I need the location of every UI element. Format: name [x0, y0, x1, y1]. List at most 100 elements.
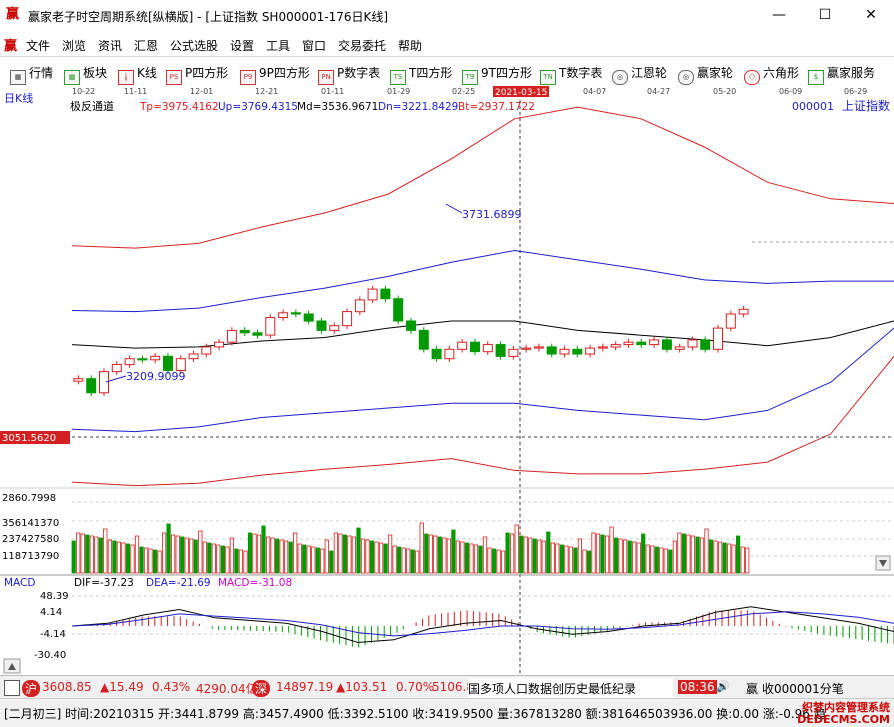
- candle: [278, 312, 289, 319]
- toolbar-9t-square[interactable]: T9 9T四方形: [462, 64, 532, 85]
- volume-bar: [677, 532, 682, 574]
- menu-tools[interactable]: 工具: [266, 39, 291, 53]
- menu-info[interactable]: 资讯: [98, 39, 123, 53]
- maximize-button[interactable]: ☐: [818, 7, 832, 23]
- volume-bar: [736, 535, 741, 574]
- menu-settings[interactable]: 设置: [230, 39, 255, 53]
- volume-bar: [193, 539, 198, 574]
- volume-bar: [713, 540, 718, 574]
- candle: [508, 348, 519, 357]
- volume-bar: [396, 546, 402, 574]
- channel-line-bt: [71, 355, 894, 487]
- toolbar-quotes[interactable]: ▦ 行情: [10, 64, 53, 85]
- toolbar-kline[interactable]: ╽ K线: [118, 64, 157, 85]
- volume-bar: [555, 543, 560, 574]
- high-annotation: 3731.6899: [462, 208, 522, 221]
- volume-bar: [591, 532, 596, 574]
- app-icon: 赢: [6, 7, 20, 22]
- candle: [393, 298, 404, 322]
- toolbar-p-square[interactable]: PS P四方形: [166, 64, 228, 85]
- volume-bar: [207, 542, 212, 574]
- date-tick: 06-29: [844, 87, 867, 96]
- volume-bar: [659, 547, 664, 574]
- speaker-icon[interactable]: 🔊: [716, 680, 730, 693]
- volume-bar: [550, 542, 555, 574]
- volume-bar: [297, 543, 302, 574]
- candle: [124, 358, 135, 366]
- macd-dif-line: [71, 606, 894, 644]
- volume-bar: [618, 538, 623, 574]
- menu-huien[interactable]: 汇恩: [134, 39, 159, 53]
- menu-bar: 赢 文件 浏览 资讯 汇恩 公式选股 设置 工具 窗口 交易委托 帮助 _ ❐ …: [0, 31, 894, 83]
- symbol-code: 000001: [792, 100, 834, 113]
- channel-line-md: [71, 320, 894, 349]
- candle: [610, 344, 621, 348]
- volume-bar: [415, 550, 420, 574]
- volume-bar: [347, 535, 352, 574]
- volume-axis-3: 118713790: [2, 551, 59, 562]
- candle: [367, 288, 378, 301]
- news-ticker[interactable]: 国多项人口数据创历史最低纪录: [468, 678, 673, 699]
- toolbar-winner-wheel[interactable]: ◎ 赢家轮: [678, 64, 733, 85]
- candle: [239, 329, 250, 334]
- toolbar-service[interactable]: $ 赢家服务: [808, 64, 875, 85]
- volume-bar: [220, 545, 225, 574]
- volume-bar: [722, 542, 727, 574]
- kline-chart[interactable]: 10-22 11-11 12-01 12-21 01-11 01-29 02-2…: [0, 86, 894, 675]
- candle: [226, 329, 237, 343]
- candle: [725, 313, 736, 329]
- tn-icon: TN: [540, 70, 556, 85]
- menu-help[interactable]: 帮助: [398, 39, 423, 53]
- toolbar-t-table[interactable]: TN T数字表: [540, 64, 602, 85]
- volume-bar: [112, 540, 117, 574]
- sz-change: ▲103.51: [336, 680, 388, 694]
- toolbar-t-square[interactable]: TS T四方形: [390, 64, 452, 85]
- volume-bar: [586, 550, 592, 574]
- menu-trade[interactable]: 交易委托: [338, 39, 387, 53]
- menu-formula[interactable]: 公式选股: [170, 39, 219, 53]
- sh-change: ▲15.49: [100, 680, 144, 694]
- macd-dea: DEA=-21.69: [146, 577, 211, 589]
- volume-bar: [202, 541, 207, 574]
- toolbar-gann-wheel[interactable]: ◎ 江恩轮: [612, 64, 667, 85]
- candle: [738, 308, 749, 315]
- volume-bar: [686, 534, 691, 574]
- toolbar-hexagon[interactable]: ⬡ 六角形: [744, 64, 799, 85]
- toolbar-blocks[interactable]: ▩ 板块: [64, 64, 107, 85]
- volume-bar: [225, 546, 230, 574]
- menu-window[interactable]: 窗口: [302, 39, 327, 53]
- grid-icon[interactable]: [4, 680, 20, 696]
- scroll-down-icon: [879, 560, 887, 567]
- receive-ticks[interactable]: 收000001分笔: [762, 682, 844, 696]
- volume-bar: [116, 541, 121, 574]
- volume-bar: [469, 543, 474, 574]
- menu-file[interactable]: 文件: [26, 39, 51, 53]
- indicator-name: 极反通道: [70, 99, 114, 113]
- volume-bar: [234, 548, 239, 574]
- candle: [687, 339, 698, 348]
- candle: [303, 313, 314, 322]
- volume-bar: [541, 540, 546, 574]
- indicator-up: Up=3769.4315: [218, 101, 298, 113]
- minimize-button[interactable]: —: [772, 7, 786, 23]
- volume-axis-2: 237427580: [2, 534, 59, 545]
- close-button[interactable]: ✕: [865, 7, 877, 23]
- toolbar-9p-square[interactable]: P9 9P四方形: [240, 64, 310, 85]
- volume-bar: [419, 522, 424, 574]
- volume-bar: [247, 532, 253, 574]
- volume-bar: [537, 539, 542, 574]
- date-tick: 10-22: [72, 87, 95, 96]
- candle: [354, 299, 365, 313]
- menu-browse[interactable]: 浏览: [62, 39, 87, 53]
- volume-bar: [491, 548, 497, 574]
- title-bar: 赢 赢家老子时空周期系统[纵横版] - [上证指数 SH000001-176日K…: [0, 0, 894, 32]
- toolbar-p-table[interactable]: PN P数字表: [318, 64, 380, 85]
- volume-bar: [745, 547, 750, 574]
- volume-bar: [523, 536, 528, 574]
- volume-bar: [464, 542, 470, 574]
- toolbar: ▦ 行情 ▩ 板块 ╽ K线 PS P四方形 P9 9P四方形 PN P数字表 TS T四方形…: [0, 57, 894, 87]
- date-tick: 12-01: [190, 87, 213, 96]
- macd-axis-3: -4.14: [40, 629, 66, 640]
- macd-axis-2: 4.14: [40, 607, 62, 618]
- macd-dif: DIF=-37.23: [74, 577, 134, 589]
